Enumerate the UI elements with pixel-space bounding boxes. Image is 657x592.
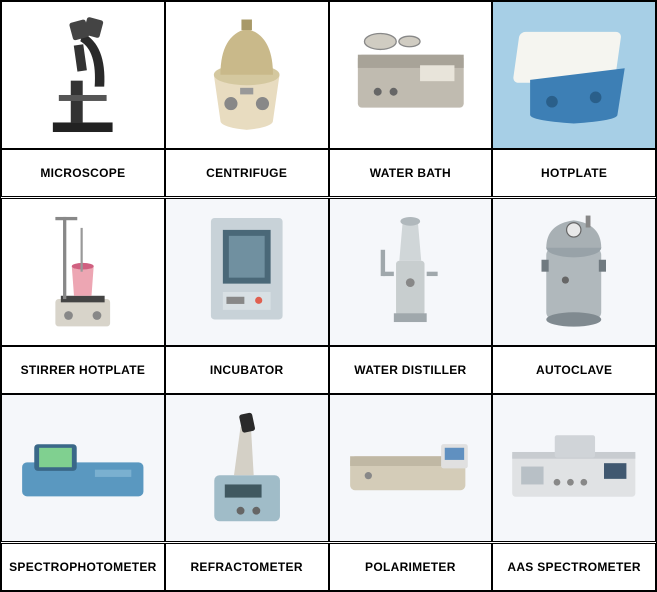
microscope-label: MICROSCOPE	[1, 149, 165, 197]
hotplate-label: HOTPLATE	[492, 149, 656, 197]
incubator-image-cell	[165, 198, 329, 346]
distiller-label: WATER DISTILLER	[329, 346, 493, 394]
aas-spectrometer-icon	[501, 424, 647, 514]
centrifuge-icon	[181, 9, 312, 140]
stirrer-hotplate-icon	[28, 206, 137, 337]
spectrophotometer-label: SPECTROPHOTOMETER	[1, 543, 165, 591]
stirrer-image-cell	[1, 198, 165, 346]
polarimeter-icon	[338, 432, 484, 505]
centrifuge-image-cell	[165, 1, 329, 149]
hotplate-image-cell	[492, 1, 656, 149]
waterbath-label: WATER BATH	[329, 149, 493, 197]
hotplate-icon	[501, 10, 647, 141]
incubator-label: INCUBATOR	[165, 346, 329, 394]
waterbath-image-cell	[329, 1, 493, 149]
spectrophotometer-icon	[10, 426, 156, 511]
centrifuge-label: CENTRIFUGE	[165, 149, 329, 197]
refractometer-image-cell	[165, 394, 329, 542]
polarimeter-image-cell	[329, 394, 493, 542]
microscope-icon	[23, 9, 142, 140]
spectrophotometer-image-cell	[1, 394, 165, 542]
refractometer-label: REFRACTOMETER	[165, 543, 329, 591]
autoclave-label: AUTOCLAVE	[492, 346, 656, 394]
stirrer-label: STIRRER HOTPLATE	[1, 346, 165, 394]
equipment-grid: MICROSCOPE CENTRIFUGE WATER BATH HOTPLAT…	[0, 0, 657, 592]
aas-image-cell	[492, 394, 656, 542]
autoclave-image-cell	[492, 198, 656, 346]
aas-label: AAS SPECTROMETER	[492, 543, 656, 591]
incubator-icon	[193, 206, 301, 337]
autoclave-icon	[520, 206, 628, 337]
water-distiller-icon	[361, 206, 460, 337]
polarimeter-label: POLARIMETER	[329, 543, 493, 591]
distiller-image-cell	[329, 198, 493, 346]
refractometer-icon	[188, 403, 306, 534]
water-bath-icon	[338, 15, 484, 134]
microscope-image-cell	[1, 1, 165, 149]
